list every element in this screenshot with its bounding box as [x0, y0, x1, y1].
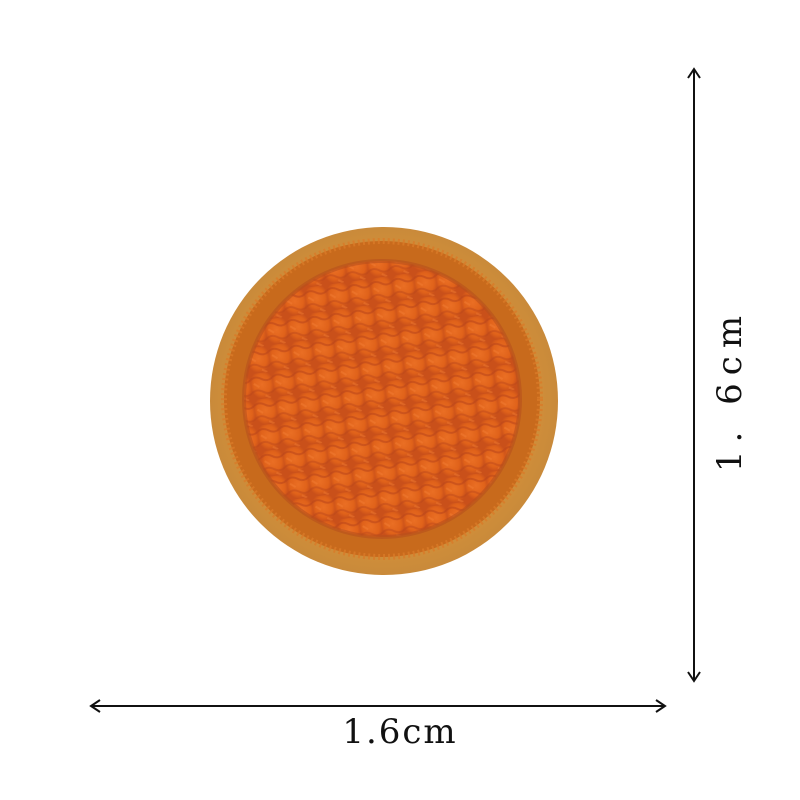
width-label: 1.6cm	[342, 712, 458, 752]
height-label: 1. 6cm	[710, 307, 750, 473]
stitched-fill	[244, 261, 520, 537]
embroidered-patch	[206, 223, 562, 579]
width-dimension-arrow	[89, 699, 667, 713]
patch-graphic	[210, 227, 558, 575]
height-dimension-arrow	[687, 67, 701, 683]
